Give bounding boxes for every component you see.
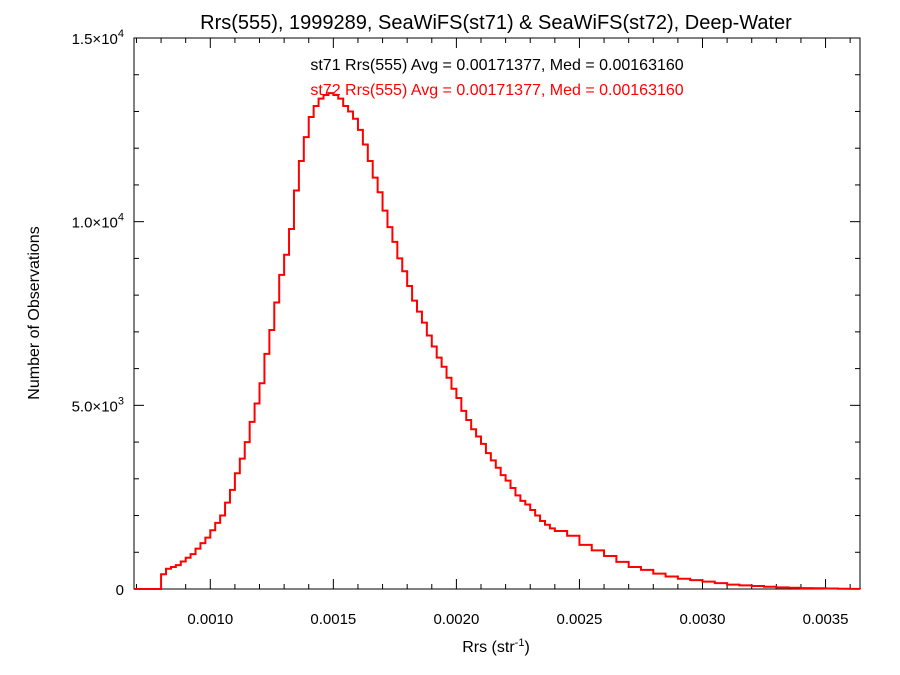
y-axis-title: Number of Observations — [26, 226, 43, 399]
x-axis-title-superscript: -1 — [515, 637, 525, 649]
x-tick-label: 0.0030 — [680, 611, 726, 628]
x-tick-label: 0.0015 — [310, 611, 356, 628]
annotation-st72: st72 Rrs(555) Avg = 0.00171377, Med = 0.… — [310, 82, 683, 99]
x-tick-label: 0.0035 — [803, 611, 849, 628]
annotation-st71: st71 Rrs(555) Avg = 0.00171377, Med = 0.… — [310, 57, 683, 74]
x-axis-title-main: Rrs (str — [462, 639, 515, 656]
y-tick-label: 1.5×104 — [72, 28, 124, 48]
x-tick-label: 0.0010 — [187, 611, 233, 628]
chart-title: Rrs(555), 1999289, SeaWiFS(st71) & SeaWi… — [200, 12, 792, 34]
series-line-0 — [134, 92, 861, 590]
y-axis: 0 5.0×103 1.0×104 1.5×104 — [72, 28, 860, 599]
y-tick-label: 5.0×103 — [72, 395, 124, 415]
plot-frame — [133, 37, 861, 590]
y-tick-label: 0 — [116, 582, 124, 599]
x-axis-title-close: ) — [524, 639, 529, 656]
x-axis: 0.0010 0.0015 0.0020 0.0025 0.0030 0.0035 — [135, 38, 851, 628]
x-axis-title: Rrs (str-1) — [462, 637, 530, 656]
x-tick-label: 0.0025 — [556, 611, 602, 628]
series-layer — [134, 92, 861, 590]
y-tick-label: 1.0×104 — [72, 212, 124, 232]
x-tick-label: 0.0020 — [433, 611, 479, 628]
